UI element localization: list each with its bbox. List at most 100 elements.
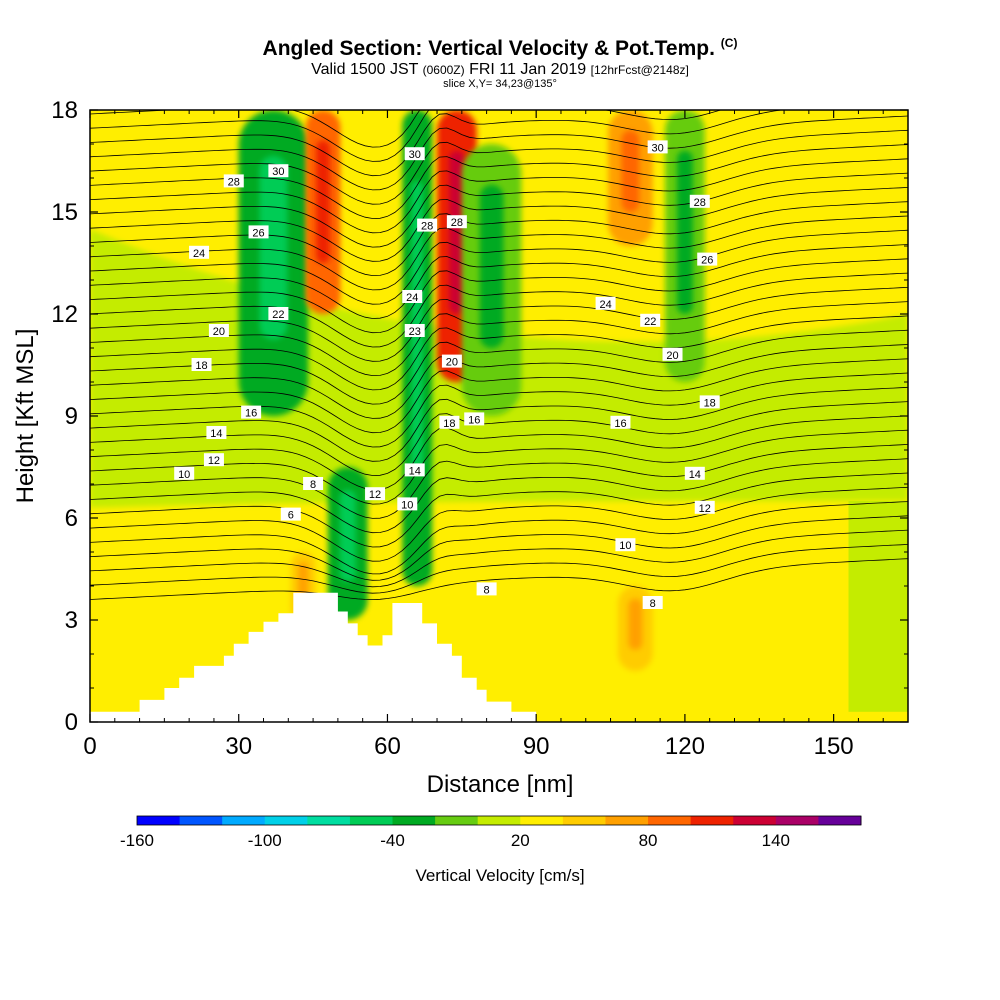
theta-label-text-22: 28 xyxy=(451,217,463,229)
theta-label-text-31: 22 xyxy=(644,316,656,328)
theta-label-36: 8 xyxy=(642,596,663,610)
x-tick-label-0: 0 xyxy=(83,733,96,760)
theta-label-bg-1 xyxy=(303,477,324,490)
theta-contour-20 xyxy=(90,272,908,348)
y-tick-label-4: 12 xyxy=(51,301,78,328)
theta-label-text-11: 28 xyxy=(228,176,240,188)
theta-label-16: 16 xyxy=(464,412,485,426)
theta-label-bg-8 xyxy=(268,307,289,320)
theta-contour-22 xyxy=(90,244,908,319)
slice-info: slice X,Y= 34,23@135° xyxy=(443,78,557,90)
theta-label-18: 20 xyxy=(441,354,462,369)
theta-contour-7 xyxy=(90,458,908,534)
theta-label-text-9: 24 xyxy=(193,248,205,260)
theta-contour-9 xyxy=(90,429,908,505)
theta-contour-13 xyxy=(90,372,908,448)
theta-label-bg-6 xyxy=(191,358,212,371)
theta-contour-0 xyxy=(90,558,908,601)
theta-label-text-24: 8 xyxy=(484,584,490,596)
colorbar: -160 -100 -40 20 80 140 xyxy=(120,815,862,850)
theta-label-text-29: 18 xyxy=(704,397,716,409)
theta-label-bg-26 xyxy=(694,500,715,514)
theta-label-bg-21 xyxy=(417,218,438,232)
theta-contour-24 xyxy=(90,215,908,291)
terrain-profile xyxy=(90,592,537,722)
theta-label-32: 24 xyxy=(595,296,616,311)
colorbar-tick-2: -40 xyxy=(380,831,405,850)
theta-label-21: 28 xyxy=(417,218,438,233)
theta-contour-23 xyxy=(90,229,908,305)
theta-label-bg-15 xyxy=(404,463,425,477)
theta-contour-17 xyxy=(90,315,908,391)
theta-label-27: 14 xyxy=(684,466,705,481)
valid-zulu: (0600Z) xyxy=(422,63,465,77)
colorbar-bin-3 xyxy=(264,816,308,825)
theta-label-2: 10 xyxy=(174,466,195,481)
colorbar-bin-2 xyxy=(222,816,266,825)
theta-label-26: 12 xyxy=(694,500,715,515)
theta-label-31: 22 xyxy=(640,313,661,328)
forecast-tag: [12hrFcst@2148z] xyxy=(590,63,689,77)
x-tick-label-2: 60 xyxy=(374,733,401,760)
colorbar-bin-0 xyxy=(137,816,181,825)
theta-label-bg-18 xyxy=(441,354,462,368)
colorbar-frame xyxy=(136,815,862,826)
theta-contour-31 xyxy=(90,115,908,191)
colorbar-label: Vertical Velocity [cm/s] xyxy=(415,866,584,885)
theta-label-25: 10 xyxy=(615,538,636,552)
theta-label-text-12: 30 xyxy=(272,166,284,178)
x-tick-label-4: 120 xyxy=(665,733,705,760)
theta-label-text-34: 28 xyxy=(694,197,706,209)
theta-label-29: 18 xyxy=(699,395,720,409)
theta-label-bg-3 xyxy=(203,453,224,467)
velocity-core-5 xyxy=(621,130,640,212)
theta-label-bg-19 xyxy=(404,324,425,337)
colorbar-bin-7 xyxy=(435,816,479,825)
theta-label-bg-34 xyxy=(689,194,710,208)
colorbar-bin-6 xyxy=(392,816,436,825)
y-tick-label-5: 15 xyxy=(51,199,78,226)
theta-label-12: 30 xyxy=(268,164,289,178)
velocity-core-8 xyxy=(628,598,643,650)
theta-label-bg-24 xyxy=(476,582,497,596)
theta-label-text-5: 16 xyxy=(245,408,257,420)
theta-contour-1 xyxy=(90,544,908,594)
theta-label-9: 24 xyxy=(189,245,210,260)
velocity-fields xyxy=(238,110,705,671)
theta-label-bg-31 xyxy=(640,313,661,327)
theta-label-text-21: 28 xyxy=(421,221,433,233)
theta-label-24: 8 xyxy=(476,582,497,596)
theta-label-text-36: 8 xyxy=(650,598,656,610)
theta-label-bg-36 xyxy=(642,596,663,609)
theta-label-14: 10 xyxy=(397,497,418,511)
y-tick-label-0: 0 xyxy=(65,709,78,736)
theta-label-28: 16 xyxy=(610,415,631,430)
colorbar-bin-13 xyxy=(690,816,734,825)
theta-contour-14 xyxy=(90,358,908,434)
colorbar-bin-1 xyxy=(179,816,223,825)
valid-time-line: Valid 1500 JST (0600Z) FRI 11 Jan 2019 [… xyxy=(0,61,1000,79)
theta-label-bg-16 xyxy=(464,412,485,426)
theta-labels: 6 8 10 12 14 16 18 20 22 24 26 28 30 12 10 14 16 18 20 23 24… xyxy=(174,140,720,610)
colorbar-bin-8 xyxy=(477,816,521,825)
theta-label-bg-30 xyxy=(662,347,683,361)
theta-contour-19 xyxy=(90,287,908,362)
theta-label-bg-7 xyxy=(208,324,229,337)
theta-contour-26 xyxy=(90,187,908,262)
colorbar-bin-4 xyxy=(307,816,351,825)
theta-label-text-20: 24 xyxy=(406,292,418,304)
theta-label-text-23: 30 xyxy=(409,149,421,161)
theta-label-bg-32 xyxy=(595,296,616,310)
velocity-core-1 xyxy=(339,489,356,582)
theta-contour-16 xyxy=(90,329,908,405)
chart-title-suffix: (C) xyxy=(720,36,738,50)
valid-date: FRI 11 Jan 2019 xyxy=(469,61,587,78)
axes: 0 30 60 90 120 150 0 3 6 9 12 15 18 xyxy=(51,97,908,760)
theta-label-19: 23 xyxy=(404,324,425,338)
theta-label-13: 12 xyxy=(365,487,386,501)
theta-label-bg-13 xyxy=(365,487,386,501)
y-tick-label-6: 18 xyxy=(51,97,78,124)
colorbar-tick-1: -100 xyxy=(248,831,282,850)
colorbar-bin-11 xyxy=(605,816,649,825)
